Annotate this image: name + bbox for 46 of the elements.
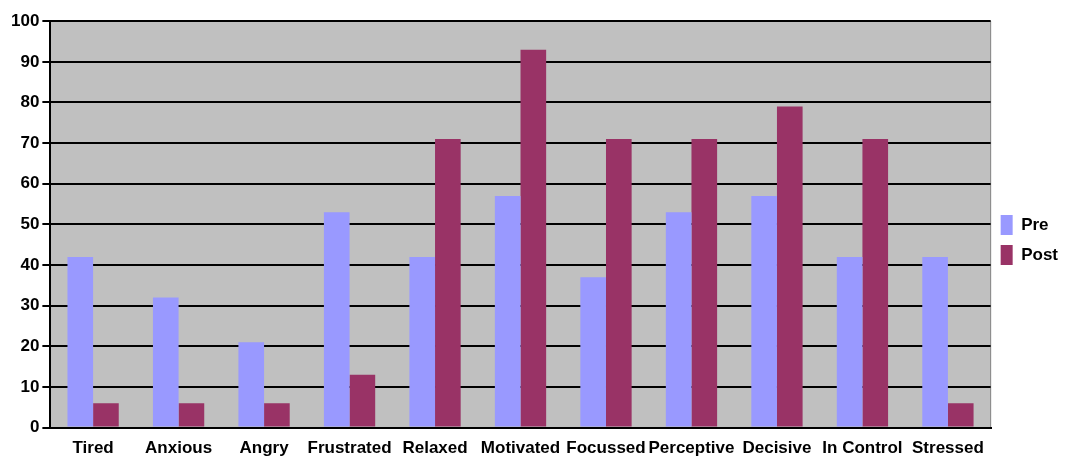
y-tick-label: 90: [20, 51, 40, 71]
x-tick-label: Relaxed: [402, 438, 468, 458]
y-tick-label: 10: [20, 376, 40, 396]
bar: [494, 195, 521, 427]
bar: [152, 297, 179, 427]
y-tick-label: 30: [20, 295, 40, 315]
bar: [520, 49, 547, 427]
bar: [409, 256, 436, 427]
y-tick-label: 80: [20, 92, 40, 112]
bar: [264, 403, 290, 427]
y-tick-label: 100: [10, 10, 40, 30]
y-tick-label: 20: [20, 336, 40, 356]
bar: [862, 139, 889, 427]
bar: [67, 256, 94, 427]
x-tick-label: Focussed: [566, 438, 646, 458]
bar: [435, 139, 461, 427]
y-tick-label: 70: [20, 132, 40, 152]
bar: [238, 342, 265, 427]
bar: [691, 139, 718, 427]
x-tick-label: Decisive: [742, 438, 812, 458]
bar: [836, 256, 863, 427]
bar: [922, 256, 948, 427]
bar: [349, 374, 376, 427]
x-tick-label: Perceptive: [648, 438, 735, 458]
bar: [323, 212, 350, 427]
x-tick-label: Frustrated: [307, 438, 392, 458]
x-tick-label: In Control: [822, 438, 903, 458]
x-tick-label: Stressed: [912, 438, 984, 458]
legend-label: Post: [1021, 244, 1059, 264]
bar: [947, 403, 974, 427]
y-tick-label: 40: [20, 254, 40, 274]
bar: [751, 195, 777, 427]
x-tick-label: Tired: [72, 438, 114, 458]
x-tick-label: Anxious: [145, 438, 213, 458]
bar: [178, 403, 205, 427]
bar: [93, 403, 119, 427]
bar: [665, 212, 692, 427]
y-tick-label: 60: [20, 173, 40, 193]
y-tick-label: 50: [20, 214, 40, 234]
legend-label: Pre: [1021, 214, 1049, 234]
x-tick-label: Angry: [239, 438, 290, 458]
bar: [580, 277, 606, 427]
x-tick-label: Motivated: [480, 438, 561, 458]
y-tick-label: 0: [29, 417, 40, 437]
bar: [605, 139, 632, 427]
bar: [776, 106, 803, 427]
